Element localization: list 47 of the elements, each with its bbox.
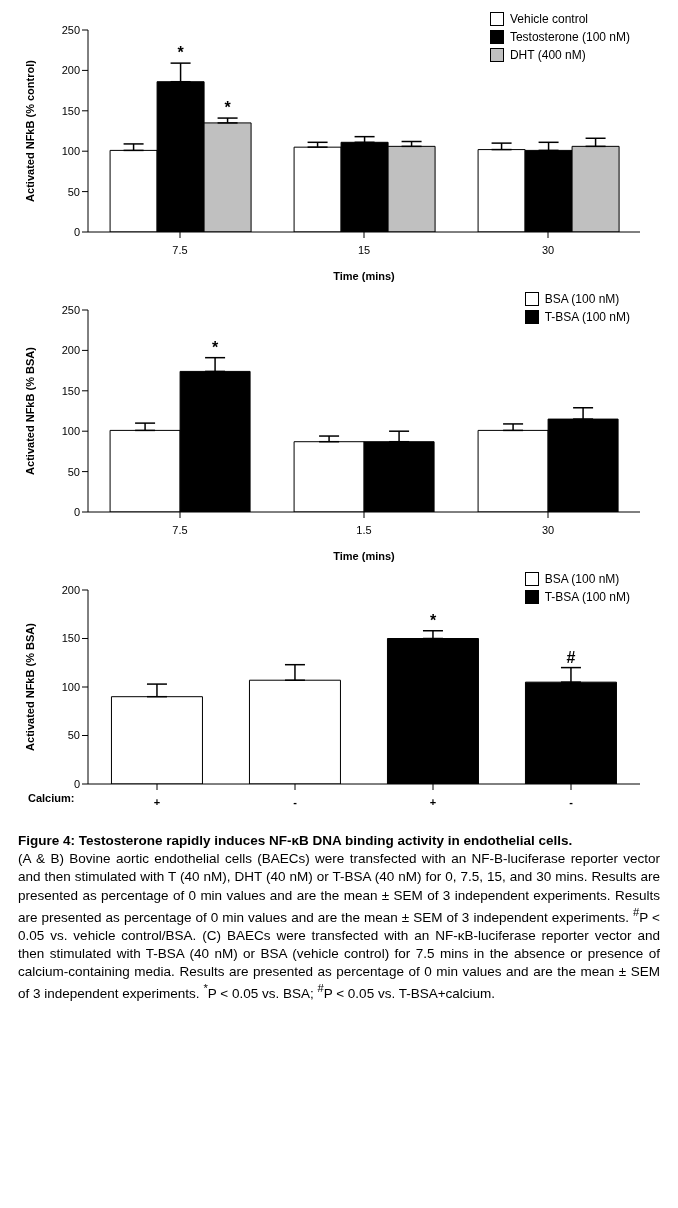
y-tick-label: 200 (61, 64, 80, 77)
y-tick-label: 150 (61, 104, 80, 117)
y-tick-label: 100 (61, 425, 80, 438)
x-tick-label: + (153, 795, 161, 808)
legend-label: BSA (100 nM) (544, 292, 620, 306)
y-axis-title: Activated NFkB (% BSA) (23, 622, 36, 751)
data-label: # (566, 648, 576, 666)
y-tick-label: 200 (61, 583, 80, 596)
data-label: * (211, 338, 219, 356)
x-axis-title: Time (mins) (333, 550, 396, 562)
caption: Figure 4: Testosterone rapidly induces NF-κB DNA binding activity in endothelial cells. (18, 832, 574, 850)
y-axis-title: Activated NFkB (% BSA) (23, 346, 36, 475)
x-tick-label: 7.5 (172, 523, 188, 536)
x-tick-label: 15 (357, 243, 371, 256)
x-tick-label: - (293, 795, 298, 808)
y-tick-label: 50 (67, 185, 80, 198)
x-tick-label: 1.5 (356, 523, 372, 536)
data-label: * (429, 611, 437, 629)
x-tick-label: - (569, 795, 574, 808)
legend-label: BSA (100 nM) (544, 572, 620, 586)
y-tick-label: 250 (61, 23, 80, 36)
y-tick-label: 0 (73, 777, 80, 790)
y-tick-label: 0 (73, 225, 80, 238)
x-axis-title: Calcium: (28, 792, 75, 804)
data-label: * (177, 44, 185, 62)
y-tick-label: 0 (73, 505, 80, 518)
x-tick-label: 7.5 (172, 243, 188, 256)
text: (A & B) Bovine aortic endothelial cells (BAECs) were transfected with an NF-B-luciferase reporter vector and then stimulated with T (40 nM), DHT (40 nM) or T-BSA (40 nM) for 0, 7.5, 15, and 30 mins. Results are presented as percentage of 0 min values and are the mean ± SEM of 3 independent experiments. Results are presented as percentage of 0 min values and are the mean ± SEM of 3 independent experiments. $^{#}$P < 0.05 vs. vehicle control/BSA. (C) BAECs were transfected with an NF-κB-luciferase reporter vector and then stimulated with T-BSA (40 nM) or BSA (vehicle control) for 7.5 mins in the absence or presence of calcium-containing media. Results are presented as percentage of 0 min values and are the mean ± SEM of 3 independent experiments. $^{*}$P < 0.05 vs. BSA; $^{#}$P < 0.05 vs. T-BSA+calcium. (18, 851, 661, 1001)
legend-label: DHT (400 nM) (509, 48, 586, 62)
legend-label: Vehicle control (509, 12, 588, 26)
y-tick-label: 100 (61, 680, 80, 693)
y-tick-label: 150 (61, 384, 80, 397)
y-tick-label: 250 (61, 303, 80, 316)
y-tick-label: 100 (61, 145, 80, 158)
x-tick-label: 30 (541, 243, 555, 256)
y-tick-label: 150 (61, 632, 80, 645)
data-label: * (224, 99, 232, 117)
x-tick-label: 30 (541, 523, 555, 536)
y-tick-label: 200 (61, 344, 80, 357)
legend-label: T-BSA (100 nM) (544, 310, 630, 324)
x-tick-label: + (429, 795, 437, 808)
x-axis-title: Time (mins) (333, 270, 396, 282)
y-axis-title: Activated NFkB (% control) (23, 59, 36, 202)
legend-label: T-BSA (100 nM) (544, 590, 630, 604)
y-tick-label: 50 (67, 729, 80, 742)
legend-label: Testosterone (100 nM) (509, 30, 630, 44)
y-tick-label: 50 (67, 465, 80, 478)
